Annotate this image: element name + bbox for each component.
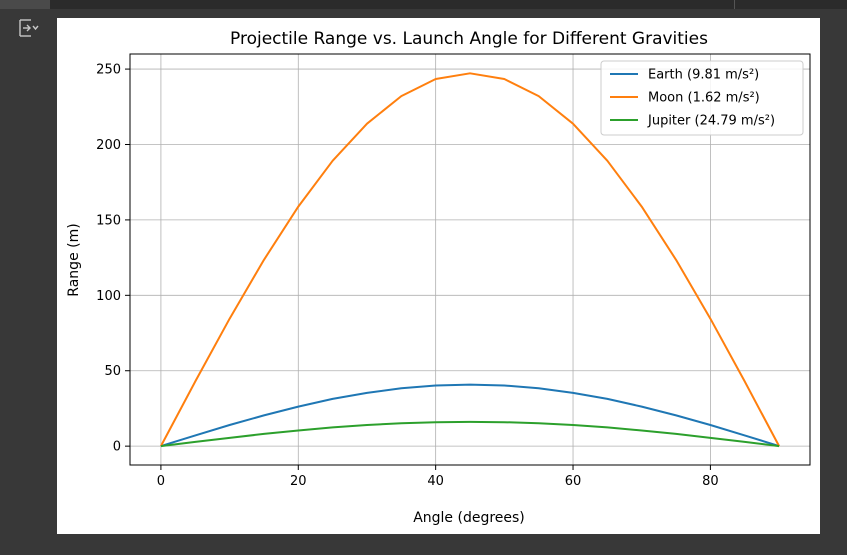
legend-label: Moon (1.62 m/s²) bbox=[648, 91, 760, 106]
y-tick-label: 150 bbox=[96, 213, 121, 228]
chart-title: Projectile Range vs. Launch Angle for Di… bbox=[230, 29, 708, 49]
x-tick-label: 80 bbox=[702, 474, 719, 489]
legend: Earth (9.81 m/s²) Moon (1.62 m/s²) Jupiter… bbox=[600, 60, 804, 136]
x-tick-label: 20 bbox=[290, 474, 307, 489]
series-lines bbox=[160, 72, 780, 448]
line-chart: Projectile Range vs. Launch Angle for Di… bbox=[66, 29, 811, 526]
series-line-1 bbox=[160, 72, 780, 447]
cell-output-gutter bbox=[0, 9, 50, 555]
plot-frame bbox=[129, 53, 811, 466]
y-tick-label: 50 bbox=[104, 364, 121, 379]
y-tick-label: 100 bbox=[96, 289, 121, 304]
series-line-2 bbox=[160, 420, 780, 448]
top-bar-divider bbox=[734, 0, 735, 9]
y-tick-label: 200 bbox=[96, 138, 121, 153]
top-bar-tab bbox=[0, 0, 50, 9]
output-collapse-icon[interactable] bbox=[17, 17, 41, 39]
y-axis-label: Range (m) bbox=[66, 223, 82, 296]
series-line-0 bbox=[160, 383, 780, 448]
chart-figure: Projectile Range vs. Launch Angle for Di… bbox=[57, 18, 820, 534]
x-tick-label: 0 bbox=[157, 474, 165, 489]
y-tick-label: 250 bbox=[96, 63, 121, 78]
legend-label: Earth (9.81 m/s²) bbox=[648, 68, 759, 83]
x-tick-label: 40 bbox=[427, 474, 444, 489]
x-axis-label: Angle (degrees) bbox=[413, 510, 525, 526]
top-bar bbox=[0, 0, 847, 9]
axis-ticks: 0 20 40 60 80 0 50 100 150 200 250 bbox=[96, 63, 719, 489]
legend-label: Jupiter (24.79 m/s²) bbox=[647, 114, 775, 129]
x-tick-label: 60 bbox=[565, 474, 582, 489]
legend-box bbox=[600, 60, 804, 136]
y-tick-label: 0 bbox=[113, 440, 121, 455]
